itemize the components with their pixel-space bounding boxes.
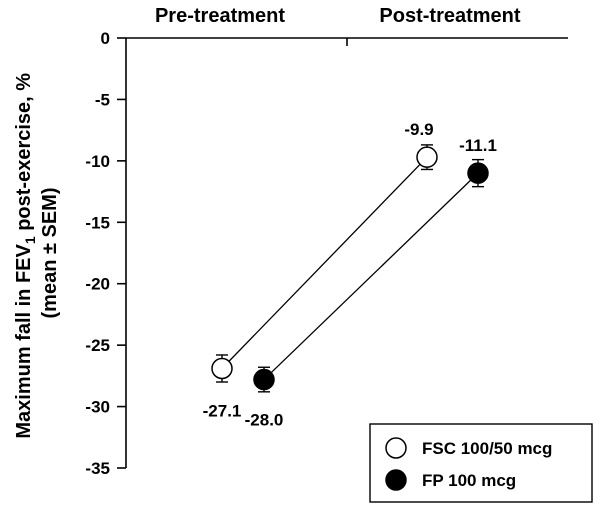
legend-marker (385, 437, 407, 459)
data-label: -27.1 (203, 401, 242, 420)
y-tick-label: -30 (85, 398, 110, 417)
y-ticks: 0 -5 -10 -15 -20 -25 -30 -35 (85, 29, 126, 478)
data-label: -28.0 (245, 411, 284, 430)
data-label: -11.1 (459, 136, 497, 155)
data-points (211, 146, 489, 391)
legend: FSC 100/50 mcg FP 100 mcg (369, 423, 593, 503)
axes (125, 37, 568, 468)
filled-circle-marker (253, 368, 275, 391)
legend-label: FP 100 mcg (422, 471, 516, 490)
data-label: -9.9 (404, 120, 433, 139)
category-label: Pre-treatment (155, 5, 285, 27)
open-circle-marker (416, 146, 438, 168)
filled-circle-marker (467, 162, 489, 184)
legend-marker (385, 469, 407, 491)
legend-box (369, 423, 593, 503)
category-labels: Pre-treatment Post-treatment (155, 5, 521, 27)
y-axis-label-line2: (mean ± SEM) (39, 188, 61, 319)
error-bars (216, 144, 484, 393)
category-label: Post-treatment (379, 5, 520, 27)
series-lines (221, 156, 479, 381)
y-tick-label: -25 (85, 336, 110, 355)
y-tick-label: -5 (95, 90, 110, 109)
y-tick-label: -20 (85, 275, 110, 294)
open-circle-marker (211, 357, 233, 380)
series-line (263, 172, 479, 381)
y-axis-label-subscript: 1 (22, 236, 38, 244)
y-axis-label-line1: Maximum fall in FEV1 post-exercise, % (13, 73, 38, 439)
y-axis-label: Maximum fall in FEV1 post-exercise, % (m… (13, 67, 61, 438)
y-tick-label: -10 (85, 152, 110, 171)
series-line (221, 156, 428, 369)
y-tick-label: -15 (85, 213, 110, 232)
y-tick-label: -35 (85, 459, 110, 478)
data-labels: -27.1 -9.9 -28.0 -11.1 (203, 120, 497, 429)
y-tick-label: 0 (101, 29, 110, 48)
legend-label: FSC 100/50 mcg (422, 439, 552, 458)
